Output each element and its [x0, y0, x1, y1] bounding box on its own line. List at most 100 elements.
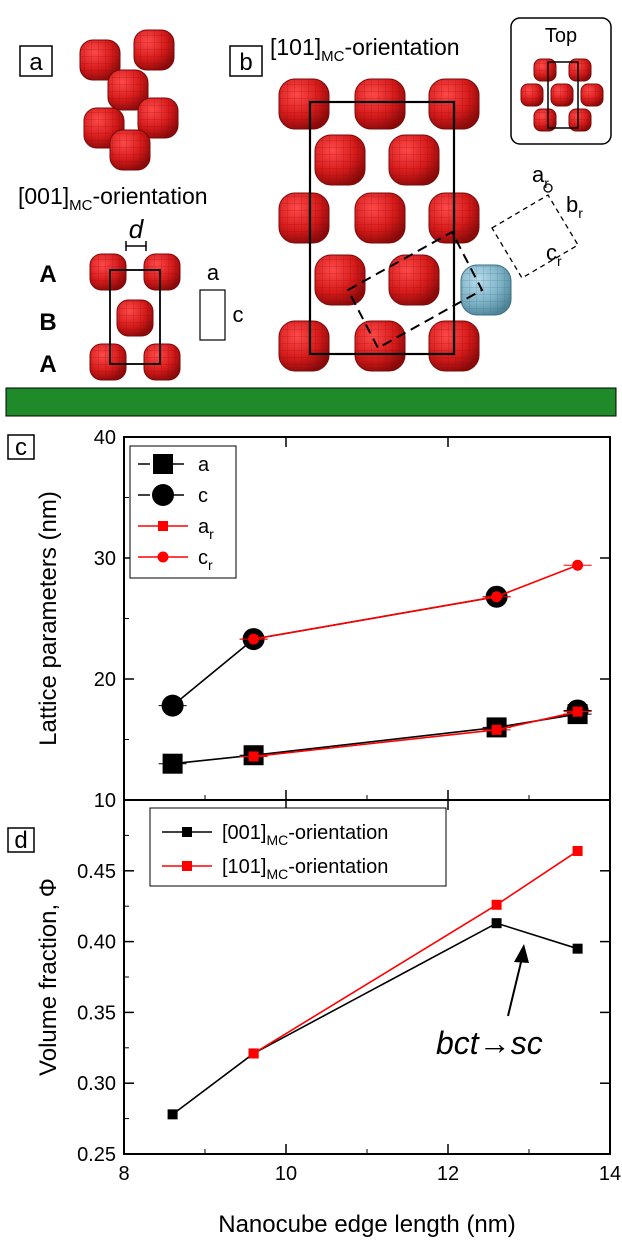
lattice-cube [354, 320, 406, 372]
panel-b: b [101]MC-orientation Top ar br cr [229, 17, 612, 372]
legend-marker [182, 861, 192, 871]
panel-a: a [001]MC-orientation d A B A a c [18, 29, 244, 381]
legend-label: c [198, 485, 208, 507]
inset-title: Top [545, 25, 577, 47]
lattice-cube [388, 254, 440, 306]
series-line [253, 564, 578, 640]
legend-marker [157, 551, 169, 563]
data-point [248, 633, 260, 645]
x-axis-label: Nanocube edge length (nm) [218, 1211, 516, 1238]
data-point [248, 1048, 259, 1059]
reduced-cell-schematic [491, 183, 579, 279]
lattice-cube [278, 78, 330, 130]
data-point [572, 559, 584, 571]
y-tick-label: 0.40 [77, 932, 116, 954]
cell-label-a: a [207, 260, 220, 285]
inset-cube [568, 58, 592, 82]
legend-label: [101]MC-orientation [222, 856, 388, 882]
panel-d-label: d [14, 827, 27, 854]
series-a [158, 704, 592, 774]
y-tick-label: 30 [94, 548, 116, 570]
legend-label: [001]MC-orientation [222, 822, 388, 848]
panel-b-label: b [239, 49, 252, 76]
x-tick-label: 8 [118, 1163, 129, 1185]
panel-a-orientation-title: [001]MC-orientation [18, 183, 208, 214]
y-tick-label: 0.35 [77, 1002, 116, 1024]
series-line [172, 713, 578, 765]
inset-unit-cell [547, 61, 579, 129]
inset-cube [580, 83, 604, 107]
panel-b-unit-cell [308, 100, 456, 356]
legend-marker [152, 484, 174, 506]
panel-d-label-box [7, 827, 35, 853]
panel-a-unit-cell [109, 269, 161, 365]
panel-a-iso-cubes [79, 29, 179, 171]
lattice-cube [388, 134, 440, 186]
y-tick-label: 0.30 [77, 1073, 116, 1095]
front-cube [89, 253, 127, 291]
lattice-cube [314, 134, 366, 186]
lattice-cube [314, 254, 366, 306]
inset-cube [533, 58, 557, 82]
highlighted-cube [460, 264, 512, 316]
annotation-arrow-head [514, 944, 529, 963]
front-cube [116, 299, 154, 337]
front-cube [143, 343, 181, 381]
cell-label-cr: cr [546, 240, 562, 269]
lattice-cube [278, 320, 330, 372]
lattice-cube [354, 192, 406, 244]
layer-label-a-top: A [39, 261, 56, 288]
cell-label-c: c [233, 302, 244, 327]
inset-cube [520, 83, 544, 107]
y-tick-label: 40 [94, 427, 116, 449]
legend-label: ar [198, 516, 214, 542]
iso-cube [79, 39, 121, 81]
panel-b-orientation-title: [101]MC-orientation [270, 34, 460, 65]
panel-a-label-box [19, 45, 53, 77]
series-[001]MC [167, 918, 583, 1120]
iso-cube [137, 97, 179, 139]
data-point [572, 706, 583, 717]
series-line [172, 922, 578, 1115]
inset-cubes [520, 58, 604, 132]
layer-label-b: B [39, 309, 56, 336]
legend-label: cr [198, 547, 213, 573]
data-point [572, 845, 583, 856]
data-point [491, 591, 503, 603]
inset-cube [550, 83, 574, 107]
legend-marker [158, 521, 168, 531]
cell-label-br: br [566, 192, 583, 221]
inset-cube [533, 108, 557, 132]
x-tick-label: 14 [599, 1163, 621, 1185]
iso-cube [133, 29, 175, 71]
panel-c-label-box [7, 434, 35, 460]
data-point [491, 899, 502, 910]
iso-cube [107, 69, 149, 111]
cell-schematic [199, 289, 226, 341]
series-c [158, 585, 592, 722]
data-point [491, 918, 502, 929]
series-line [172, 595, 497, 707]
panel-divider [5, 387, 617, 417]
series-[101]MC [248, 845, 583, 1059]
chart-c-lattice-parameters: 10 20 30 40 Lattice parameters (nm) ac ar cr [35, 427, 611, 812]
iso-cube [109, 129, 151, 171]
x-tick-label: 10 [275, 1163, 297, 1185]
gap-d-label: d [129, 214, 145, 244]
legend-marker [182, 827, 192, 837]
data-point [491, 724, 502, 735]
x-tick-label: 12 [437, 1163, 459, 1185]
data-point [248, 751, 259, 762]
y-axis-label: Lattice parameters (nm) [35, 491, 62, 746]
y-tick-label: 10 [94, 790, 116, 812]
data-point [572, 943, 583, 954]
inset-cube [568, 108, 592, 132]
panel-c-label: c [15, 434, 27, 461]
lattice-cube [278, 192, 330, 244]
lattice-cube [354, 78, 406, 130]
cell-label-ar: ar [532, 162, 549, 191]
gap-d-marker [125, 241, 147, 251]
panel-a-front-cubes [89, 253, 181, 381]
y-tick-label: 20 [94, 669, 116, 691]
